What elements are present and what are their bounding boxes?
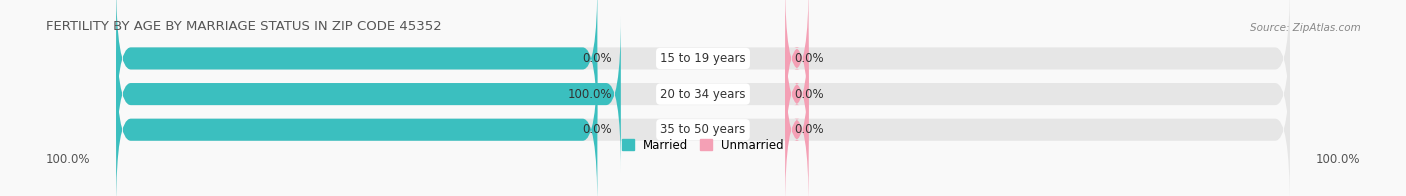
Text: 100.0%: 100.0%: [1316, 153, 1360, 166]
FancyBboxPatch shape: [117, 0, 598, 136]
Text: 0.0%: 0.0%: [794, 52, 824, 65]
FancyBboxPatch shape: [117, 52, 1289, 196]
FancyBboxPatch shape: [117, 0, 1289, 136]
Text: FERTILITY BY AGE BY MARRIAGE STATUS IN ZIP CODE 45352: FERTILITY BY AGE BY MARRIAGE STATUS IN Z…: [46, 20, 441, 33]
Text: 20 to 34 years: 20 to 34 years: [661, 88, 745, 101]
Text: Source: ZipAtlas.com: Source: ZipAtlas.com: [1250, 23, 1360, 33]
FancyBboxPatch shape: [785, 0, 808, 136]
FancyBboxPatch shape: [785, 52, 808, 196]
Text: 15 to 19 years: 15 to 19 years: [661, 52, 745, 65]
FancyBboxPatch shape: [117, 16, 1289, 172]
Legend: Married, Unmarried: Married, Unmarried: [617, 134, 789, 156]
FancyBboxPatch shape: [117, 52, 598, 196]
Text: 0.0%: 0.0%: [582, 52, 612, 65]
Text: 100.0%: 100.0%: [46, 153, 90, 166]
Text: 35 to 50 years: 35 to 50 years: [661, 123, 745, 136]
FancyBboxPatch shape: [117, 16, 621, 172]
FancyBboxPatch shape: [785, 16, 808, 172]
Text: 0.0%: 0.0%: [794, 123, 824, 136]
Text: 0.0%: 0.0%: [794, 88, 824, 101]
Text: 100.0%: 100.0%: [568, 88, 612, 101]
Text: 0.0%: 0.0%: [582, 123, 612, 136]
